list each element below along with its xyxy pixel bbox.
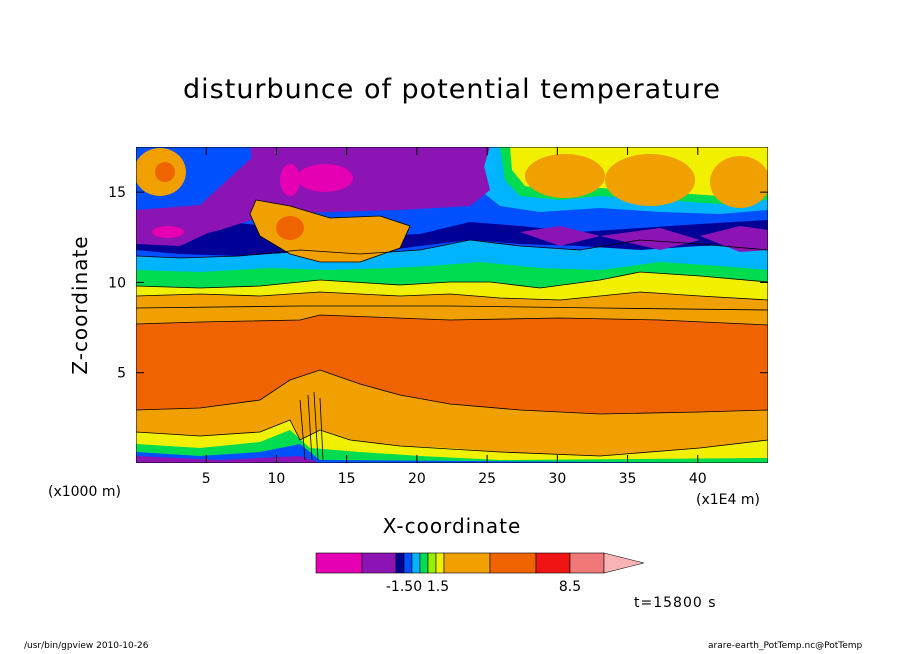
colorbar-swatch <box>411 552 421 574</box>
colorbar-swatch <box>403 552 413 574</box>
contour-field <box>136 147 768 463</box>
colorbar-swatch <box>535 552 571 574</box>
time-label: t=15800 s <box>634 595 717 611</box>
x-axis-label: X-coordinate <box>382 514 522 538</box>
colorbar-swatch <box>361 552 397 574</box>
footer-command: /usr/bin/gpview 2010-10-26 <box>24 641 149 651</box>
x-tick-label: 20 <box>408 471 426 487</box>
chart-title: disturbunce of potential temperature <box>183 74 721 105</box>
colorbar-label: 8.5 <box>559 579 581 595</box>
colorbar-swatch <box>435 552 445 574</box>
x-tick-label: 15 <box>338 471 356 487</box>
y-tick-label: 5 <box>117 366 126 382</box>
x-tick-label: 10 <box>268 471 286 487</box>
x-tick-label: 5 <box>202 471 211 487</box>
y-tick-label: 10 <box>108 275 126 291</box>
x-tick-label: 30 <box>548 471 566 487</box>
colorbar-swatch <box>489 552 537 574</box>
axes: 5 10 15 20 25 30 35 40 5 10 15 <box>108 147 768 487</box>
x-tick-label: 35 <box>619 471 637 487</box>
y-tick-label: 15 <box>108 185 126 201</box>
colorbar-label: -1.50 <box>386 579 422 595</box>
colorbar-swatch <box>443 552 491 574</box>
x-unit-left: (x1000 m) <box>48 484 121 500</box>
x-tick-label: 25 <box>478 471 496 487</box>
colorbar-arrow <box>603 552 645 574</box>
colorbar-label: 1.5 <box>427 579 449 595</box>
colorbar-swatch <box>395 552 405 574</box>
colorbar-swatch <box>419 552 429 574</box>
colorbar: -1.50 1.5 8.5 <box>315 552 645 595</box>
footer-source: arare-earth_PotTemp.nc@PotTemp <box>708 641 863 651</box>
colorbar-swatch <box>315 552 363 574</box>
x-tick-label: 40 <box>689 471 707 487</box>
colorbar-swatch <box>569 552 605 574</box>
x-unit-right: (x1E4 m) <box>696 492 760 508</box>
colorbar-swatch <box>427 552 437 574</box>
